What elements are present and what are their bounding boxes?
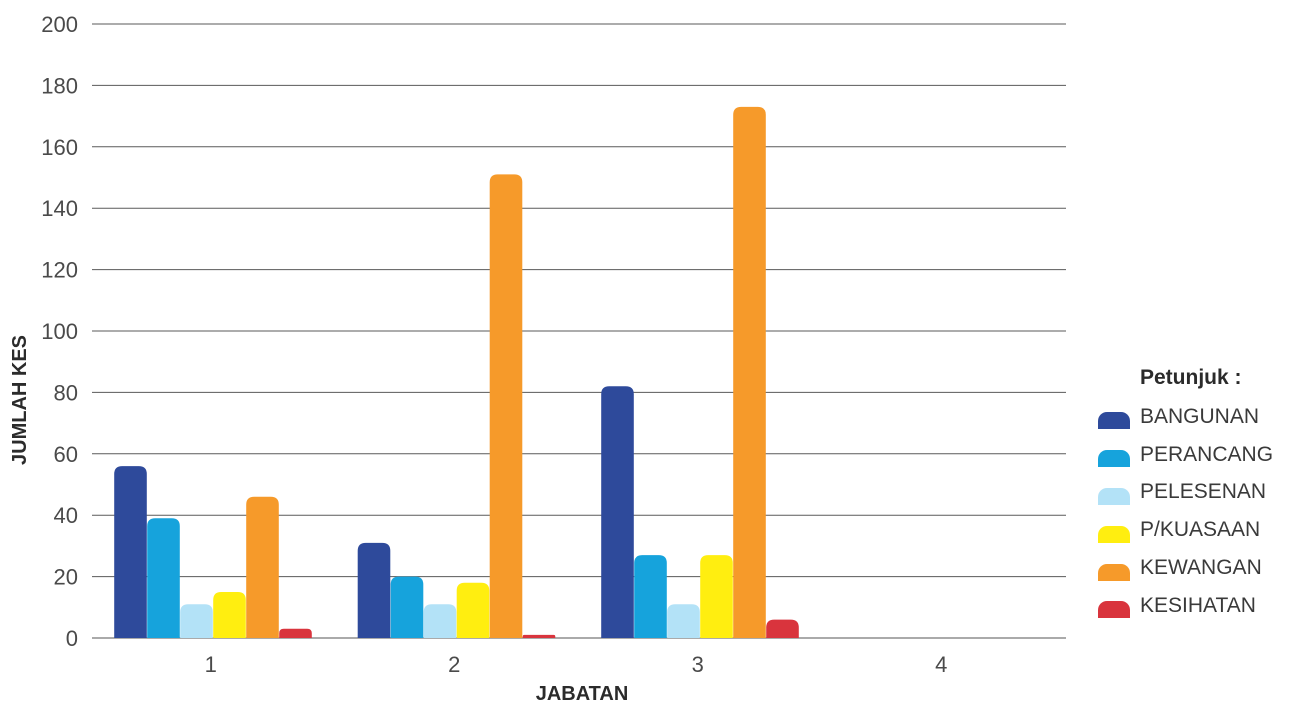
- gridlines: [92, 23, 1066, 639]
- legend-label: KESIHATAN: [1140, 593, 1256, 617]
- legend-swatch: [1098, 412, 1130, 430]
- legend-label: P/KUASAAN: [1140, 518, 1261, 542]
- bars: [114, 106, 799, 638]
- bar-pkuasaan-1: [213, 591, 246, 638]
- legend-swatch: [1098, 525, 1130, 543]
- bar-pelesenan-3: [667, 604, 700, 638]
- y-tick-label: 180: [41, 73, 78, 98]
- bar-kesihatan-3: [766, 619, 799, 638]
- bar-pelesenan-2: [423, 604, 457, 638]
- bar-pelesenan-1: [180, 604, 213, 638]
- legend-label: PELESENAN: [1140, 480, 1267, 504]
- legend-item: KEWANGAN: [1098, 549, 1273, 587]
- y-tick-label: 80: [54, 380, 78, 405]
- bar-perancang-1: [147, 518, 180, 638]
- bar-bangunan-2: [357, 542, 391, 638]
- bar-perancang-2: [390, 576, 424, 638]
- legend-title: Petunjuk :: [1140, 366, 1242, 389]
- bar-kesihatan-1: [279, 628, 312, 638]
- legend-label: BANGUNAN: [1140, 404, 1260, 428]
- y-tick-label: 20: [54, 565, 78, 590]
- bar-kewangan-2: [489, 174, 523, 638]
- bar-bangunan-1: [114, 466, 147, 638]
- bar-kesihatan-2: [522, 634, 556, 638]
- y-tick-label: 200: [41, 12, 78, 37]
- legend-label: PERANCANG: [1140, 442, 1274, 466]
- y-tick-label: 120: [41, 258, 78, 283]
- y-tick-label: 60: [54, 442, 78, 467]
- legend-item: PERANCANG: [1098, 436, 1273, 474]
- legend-swatch: [1098, 487, 1130, 505]
- y-axis-title: JUMLAH KES: [9, 335, 31, 465]
- x-tick-label: 4: [935, 652, 947, 677]
- legend-label: KEWANGAN: [1140, 556, 1262, 580]
- x-tick-label: 2: [448, 652, 460, 677]
- bar-kewangan-3: [733, 106, 766, 638]
- x-tick-label: 3: [692, 652, 704, 677]
- legend-item: P/KUASAAN: [1098, 511, 1273, 549]
- bar-pkuasaan-3: [700, 555, 733, 638]
- bar-kewangan-1: [246, 496, 279, 638]
- bar-perancang-3: [634, 555, 667, 638]
- x-tick-label: 1: [205, 652, 217, 677]
- x-axis-title: JABATAN: [536, 683, 629, 704]
- legend-swatch: [1098, 601, 1130, 619]
- legend-swatch: [1098, 563, 1130, 581]
- legend-item: KESIHATAN: [1098, 587, 1273, 625]
- legend-item: BANGUNAN: [1098, 398, 1273, 436]
- bar-pkuasaan-2: [456, 582, 490, 638]
- legend-swatch: [1098, 450, 1130, 468]
- y-tick-label: 0: [66, 626, 78, 651]
- y-tick-label: 140: [41, 196, 78, 221]
- y-tick-label: 40: [54, 503, 78, 528]
- legend: Petunjuk : BANGUNAN PERANCANG PELESENAN P/K…: [1098, 366, 1273, 625]
- legend-items: BANGUNAN PERANCANG PELESENAN P/KUASAAN KEWAN…: [1098, 398, 1273, 625]
- y-axis-ticks: 0 20 40 60 80 100 120 140 160 180 200: [41, 12, 78, 651]
- bar-bangunan-3: [601, 386, 634, 638]
- x-axis-ticks: 1 2 3 4: [205, 652, 948, 677]
- y-tick-label: 160: [41, 135, 78, 160]
- y-tick-label: 100: [41, 319, 78, 344]
- legend-item: PELESENAN: [1098, 474, 1273, 512]
